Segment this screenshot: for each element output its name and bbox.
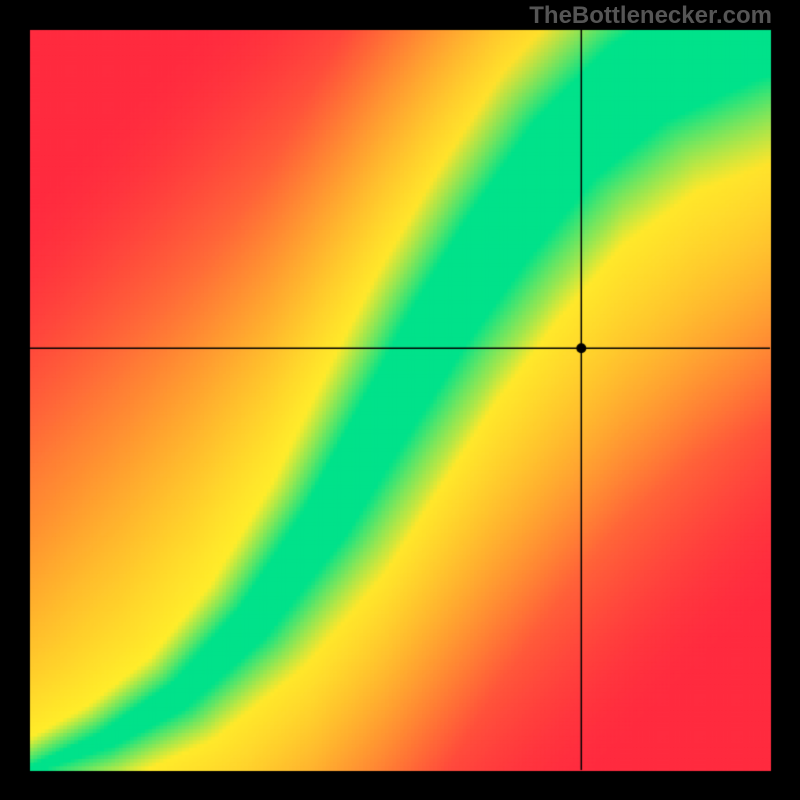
chart-container: TheBottlenecker.com: [0, 0, 800, 800]
bottleneck-heatmap: [0, 0, 800, 800]
watermark-text: TheBottlenecker.com: [529, 2, 772, 30]
